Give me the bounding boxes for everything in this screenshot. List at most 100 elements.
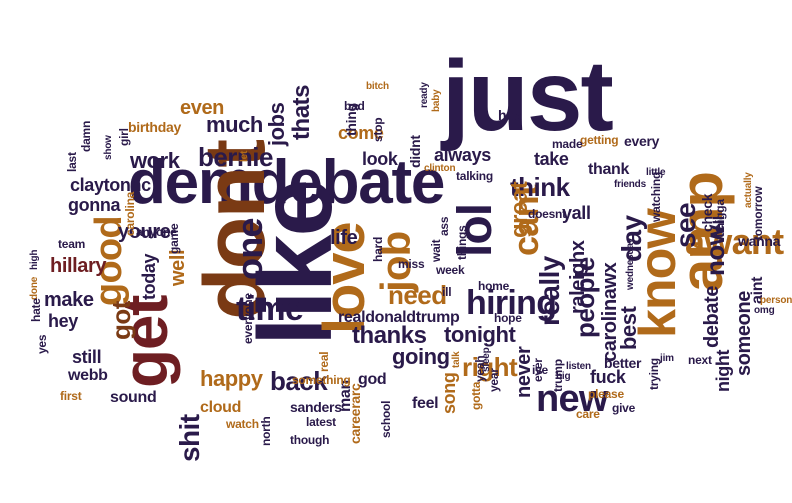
- cloud-word-clinton: clinton: [424, 163, 456, 174]
- cloud-word-wait: wait: [429, 239, 443, 262]
- cloud-word-really: really: [534, 256, 565, 326]
- cloud-word-raleighx: raleighx: [567, 240, 589, 315]
- cloud-word-demdebate: demdebate: [128, 148, 445, 217]
- cloud-word-youre: youre: [118, 221, 171, 243]
- cloud-word-friends: friends: [614, 179, 646, 190]
- cloud-word-claytonnc: claytonnc: [70, 175, 151, 195]
- cloud-word-hard: hard: [371, 236, 385, 262]
- cloud-word-look: look: [362, 149, 398, 169]
- cloud-word-trying: trying: [647, 358, 661, 390]
- cloud-word-yall: yall: [562, 203, 591, 223]
- cloud-word-latest: latest: [306, 415, 336, 429]
- cloud-word-watch: watch: [226, 417, 259, 431]
- cloud-word-better: better: [604, 355, 642, 371]
- cloud-word-ready: ready: [419, 82, 430, 108]
- cloud-word-awant: awant: [685, 221, 784, 262]
- cloud-word-miss: miss: [398, 257, 425, 271]
- cloud-word-things: things: [455, 225, 469, 260]
- cloud-word-new: new: [536, 378, 608, 420]
- cloud-word-shit: shit: [174, 414, 205, 462]
- cloud-word-debate: debate: [701, 285, 723, 348]
- cloud-word-realdonaldtrump: realdonaldtrump: [338, 309, 460, 326]
- cloud-word-first: first: [60, 389, 82, 403]
- cloud-word-song: song: [439, 372, 459, 414]
- cloud-word-well: well: [167, 249, 189, 286]
- cloud-word-actually: actually: [743, 172, 754, 208]
- cloud-word-happy: happy: [200, 366, 263, 391]
- cloud-word-hope: hope: [494, 311, 522, 325]
- cloud-word-gonna: gonna: [68, 195, 121, 215]
- cloud-word-little: little: [646, 167, 666, 178]
- cloud-word-still: still: [72, 347, 102, 367]
- cloud-word-bad: bad: [344, 99, 365, 113]
- cloud-word-big: big: [556, 371, 571, 382]
- cloud-word-gotta: gotta: [469, 381, 483, 410]
- cloud-word-best: best: [616, 306, 641, 350]
- cloud-word-team: team: [58, 237, 86, 251]
- cloud-word-ill: ill: [442, 285, 452, 299]
- cloud-word-back: back: [270, 366, 328, 396]
- cloud-word-see: see: [670, 202, 701, 248]
- cloud-word-let: let: [239, 150, 250, 162]
- cloud-word-next: next: [688, 353, 712, 367]
- cloud-word-carolinawx: carolinawx: [599, 262, 621, 362]
- cloud-word-care: care: [576, 407, 600, 421]
- cloud-word-life: life: [330, 227, 358, 249]
- cloud-word-work: work: [130, 148, 180, 173]
- cloud-word-feel: feel: [412, 395, 439, 412]
- cloud-word-sleep: sleep: [481, 347, 492, 372]
- cloud-word-girl: girl: [117, 128, 131, 146]
- cloud-word-hey: hey: [48, 311, 78, 331]
- cloud-word-everyone: everyone: [241, 293, 255, 344]
- cloud-word-think: think: [510, 172, 570, 202]
- cloud-word-real: real: [317, 351, 331, 372]
- cloud-word-jim: jim: [660, 353, 674, 364]
- cloud-word-talking: talking: [456, 169, 493, 183]
- cloud-word-please: please: [588, 387, 624, 401]
- cloud-word-going: going: [392, 344, 450, 369]
- cloud-word-stop: stop: [371, 117, 385, 142]
- cloud-word-week: week: [436, 263, 465, 277]
- cloud-word-nigga: nigga: [713, 199, 727, 230]
- cloud-word-carolina: carolina: [123, 191, 137, 236]
- cloud-word-school: school: [379, 400, 393, 438]
- cloud-word-even: even: [180, 97, 224, 119]
- cloud-word-right: right: [462, 352, 518, 382]
- cloud-word-got: got: [106, 301, 136, 340]
- cloud-word-god: god: [358, 371, 387, 388]
- cloud-word-hes: hes: [498, 107, 522, 123]
- cloud-word-home: home: [478, 279, 510, 293]
- cloud-word-high: high: [29, 249, 40, 270]
- cloud-word-though: though: [290, 433, 330, 447]
- cloud-word-thanks: thanks: [352, 322, 427, 349]
- cloud-word-person: person: [760, 295, 792, 306]
- cloud-word-sound: sound: [110, 389, 157, 406]
- cloud-word-hate: hate: [29, 298, 43, 322]
- cloud-word-wednesday: wednesday: [625, 237, 636, 290]
- cloud-word-today: today: [139, 253, 159, 300]
- cloud-word-watching: watching: [649, 171, 663, 222]
- cloud-word-bitch: bitch: [366, 81, 389, 92]
- cloud-word-take: take: [534, 149, 569, 169]
- cloud-word-getting: getting: [580, 133, 619, 147]
- cloud-word-webb: webb: [68, 367, 108, 384]
- cloud-word-talk: talk: [451, 351, 462, 368]
- cloud-word-yes: yes: [35, 334, 49, 354]
- cloud-word-tonight: tonight: [444, 322, 516, 347]
- cloud-word-birthday: birthday: [128, 119, 181, 135]
- cloud-word-made: made: [552, 137, 583, 151]
- cloud-word-bernie: bernie: [198, 142, 273, 172]
- cloud-word-give: give: [612, 401, 636, 415]
- cloud-word-just: just: [442, 40, 614, 152]
- cloud-word-north: north: [259, 416, 273, 446]
- cloud-word-doesnt: doesnt: [528, 207, 566, 221]
- cloud-word-thats: thats: [288, 85, 315, 140]
- cloud-word-ive: ive: [532, 363, 548, 377]
- cloud-word-careerarc: careerarc: [347, 383, 363, 444]
- cloud-word-ass: ass: [437, 216, 451, 236]
- cloud-word-every: every: [624, 133, 660, 149]
- cloud-word-sanders: sanders: [290, 399, 342, 415]
- cloud-word-always: always: [434, 145, 491, 165]
- cloud-word-show: show: [103, 135, 114, 160]
- cloud-word-something: something: [292, 373, 351, 387]
